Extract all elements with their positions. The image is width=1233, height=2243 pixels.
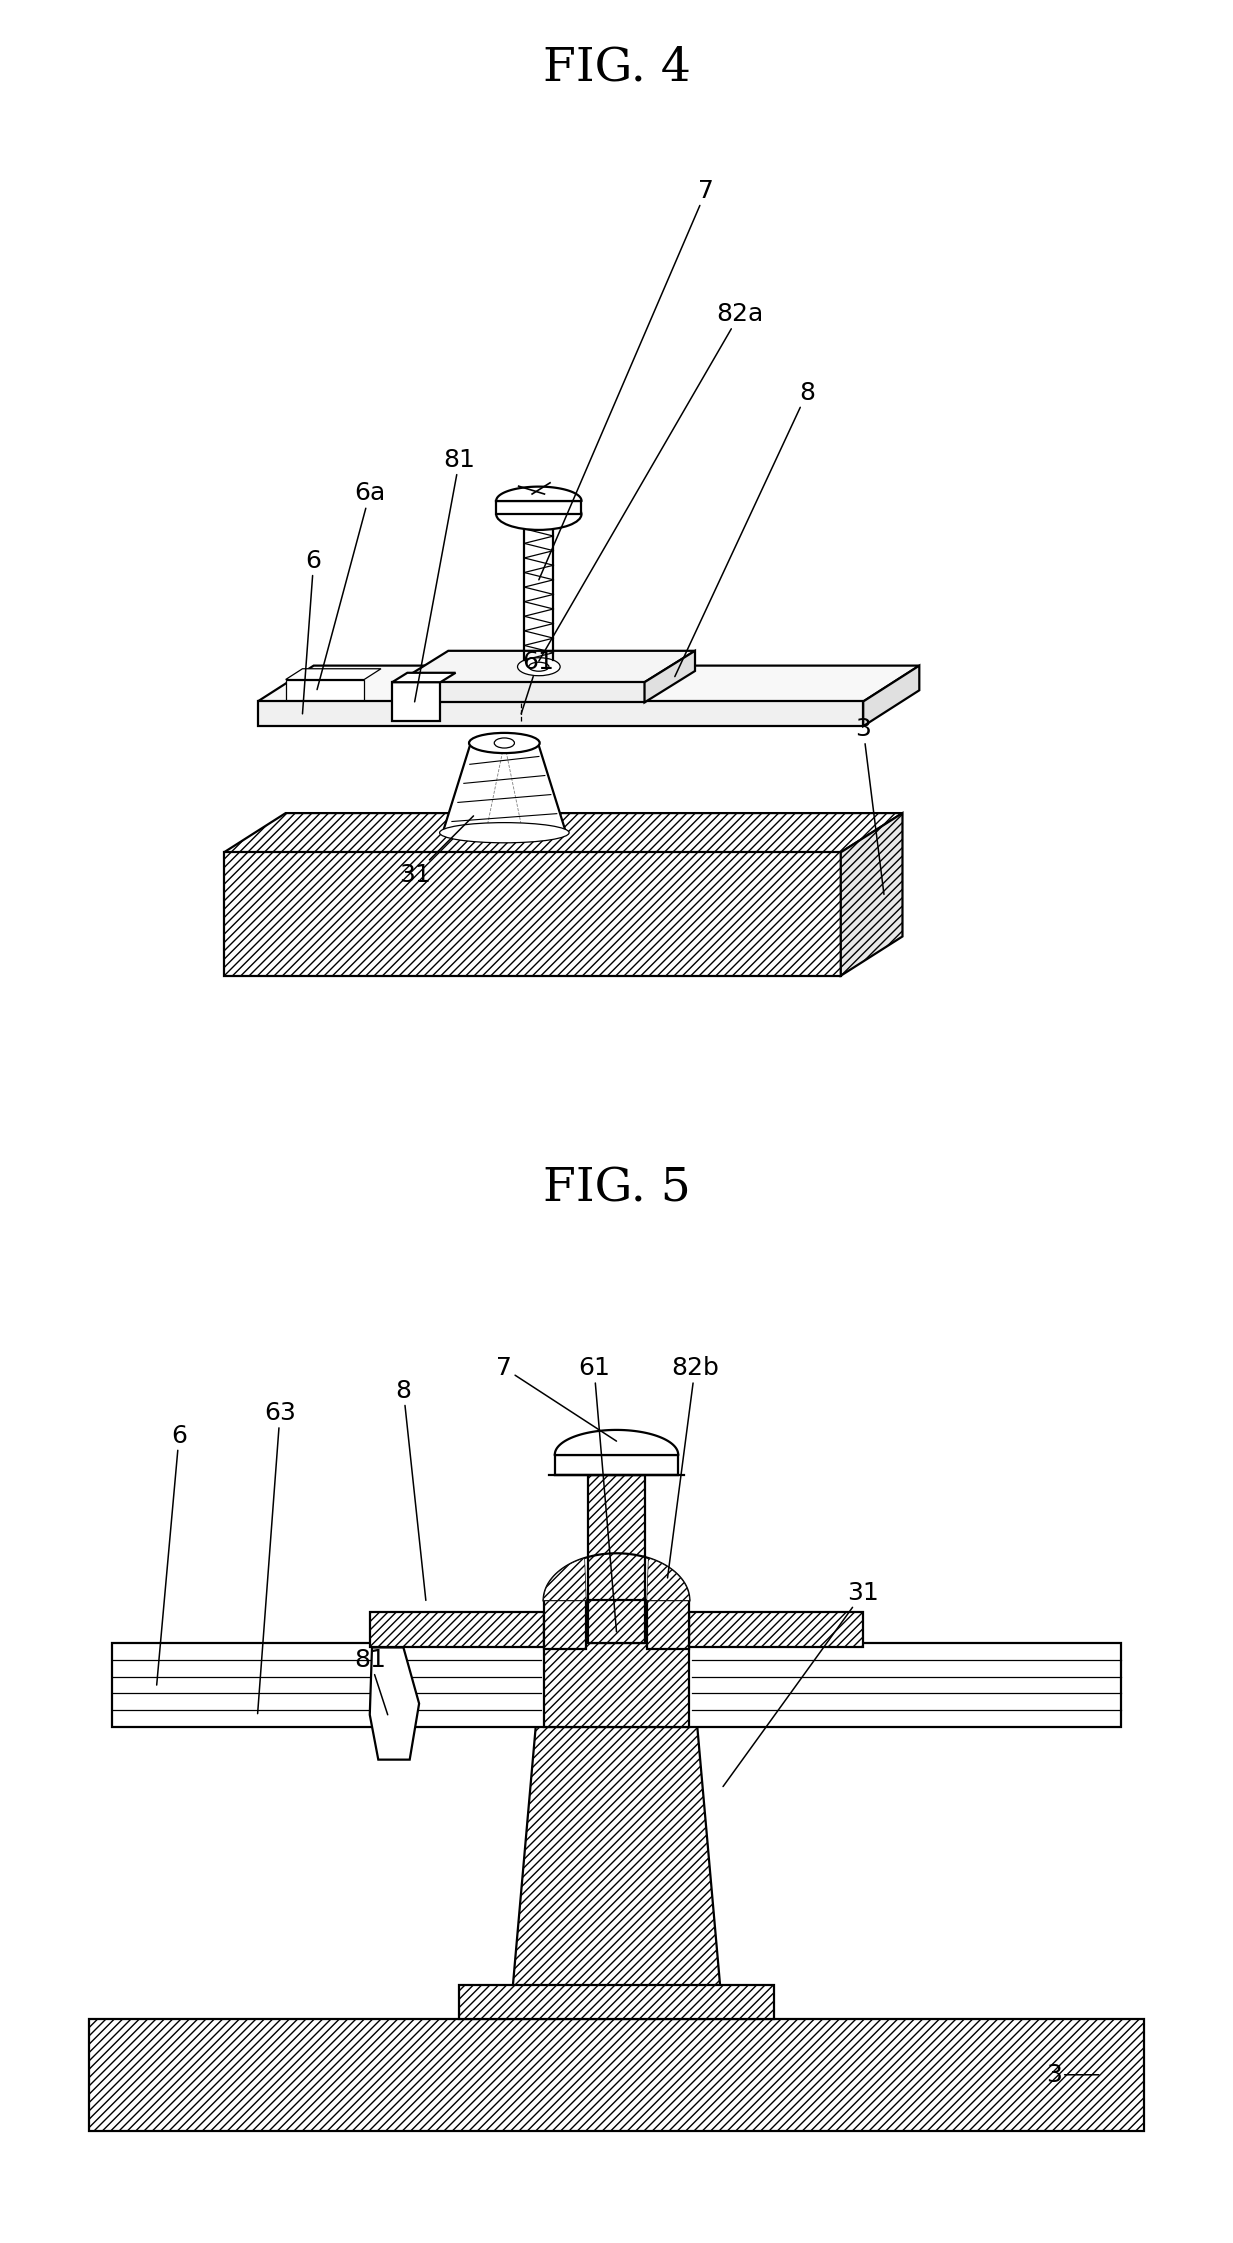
Text: 61: 61 bbox=[522, 650, 554, 713]
Text: 82a: 82a bbox=[539, 303, 763, 662]
Polygon shape bbox=[544, 1554, 689, 1602]
Ellipse shape bbox=[494, 738, 514, 749]
Polygon shape bbox=[112, 1642, 1121, 1727]
Text: FIG. 4: FIG. 4 bbox=[543, 45, 690, 90]
Polygon shape bbox=[224, 812, 903, 852]
Polygon shape bbox=[443, 742, 566, 832]
Polygon shape bbox=[286, 668, 381, 680]
Polygon shape bbox=[555, 1456, 678, 1476]
Polygon shape bbox=[258, 702, 863, 727]
Ellipse shape bbox=[440, 823, 570, 843]
Text: 7: 7 bbox=[497, 1357, 616, 1442]
Ellipse shape bbox=[518, 657, 560, 675]
Polygon shape bbox=[224, 852, 841, 976]
Text: 6: 6 bbox=[302, 550, 322, 713]
Text: 7: 7 bbox=[539, 179, 714, 579]
Polygon shape bbox=[645, 650, 695, 702]
Text: 31: 31 bbox=[723, 1581, 879, 1785]
Polygon shape bbox=[398, 682, 645, 702]
Text: 81: 81 bbox=[414, 449, 476, 702]
Text: 31: 31 bbox=[398, 816, 473, 886]
Polygon shape bbox=[258, 666, 920, 702]
Text: 3: 3 bbox=[856, 718, 884, 895]
Text: 63: 63 bbox=[258, 1402, 296, 1714]
Text: 81: 81 bbox=[354, 1649, 387, 1714]
Polygon shape bbox=[588, 1476, 645, 1642]
Polygon shape bbox=[392, 673, 455, 682]
Polygon shape bbox=[841, 812, 903, 976]
Ellipse shape bbox=[496, 498, 582, 529]
Polygon shape bbox=[863, 666, 920, 727]
Text: 6: 6 bbox=[157, 1424, 187, 1684]
Text: 82b: 82b bbox=[667, 1357, 719, 1579]
Polygon shape bbox=[555, 1431, 678, 1456]
Polygon shape bbox=[510, 1637, 723, 2019]
Polygon shape bbox=[370, 1646, 419, 1759]
Text: 6a: 6a bbox=[317, 482, 386, 689]
Polygon shape bbox=[392, 682, 440, 722]
Ellipse shape bbox=[502, 682, 541, 698]
Text: FIG. 5: FIG. 5 bbox=[543, 1166, 690, 1211]
Polygon shape bbox=[689, 1610, 863, 1646]
Text: 61: 61 bbox=[578, 1357, 616, 1633]
Text: 3: 3 bbox=[1046, 2064, 1099, 2086]
Ellipse shape bbox=[469, 733, 540, 754]
Polygon shape bbox=[544, 1602, 586, 1649]
Polygon shape bbox=[647, 1559, 689, 1602]
Text: 8: 8 bbox=[396, 1379, 425, 1602]
Polygon shape bbox=[460, 1985, 773, 2019]
Polygon shape bbox=[90, 2019, 1143, 2131]
Polygon shape bbox=[370, 1610, 544, 1646]
Polygon shape bbox=[544, 1642, 689, 1727]
Polygon shape bbox=[496, 500, 582, 514]
Ellipse shape bbox=[529, 662, 549, 671]
Polygon shape bbox=[496, 487, 582, 500]
Polygon shape bbox=[398, 650, 695, 682]
Polygon shape bbox=[544, 1559, 586, 1602]
Text: 8: 8 bbox=[674, 381, 815, 677]
Polygon shape bbox=[286, 680, 364, 700]
Polygon shape bbox=[647, 1602, 689, 1649]
